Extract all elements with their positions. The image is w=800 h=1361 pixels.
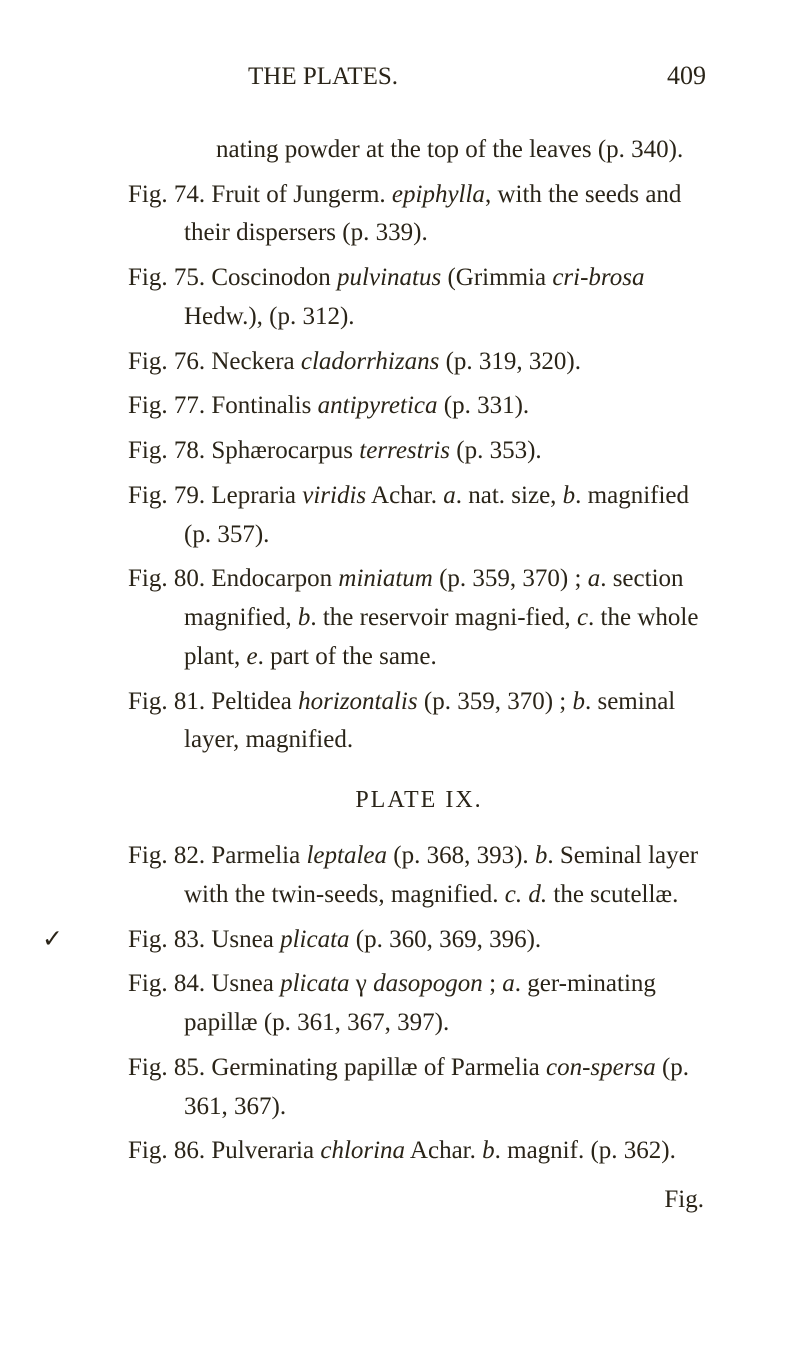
entry-fig-86: Fig. 86. Pulveraria chlorina Achar. b. m… [128,1132,710,1171]
page: THE PLATES. 409 nating powder at the top… [0,0,800,1361]
running-header: THE PLATES. 409 [128,56,710,97]
entry-continuation: nating powder at the top of the leaves (… [128,131,710,170]
plate-heading: PLATE IX. [128,782,710,819]
page-number: 409 [667,56,706,96]
entry-fig-78: Fig. 78. Sphærocarpus terrestris (p. 353… [128,432,710,471]
entry-fig-75: Fig. 75. Coscinodon pulvinatus (Grimmia … [128,259,710,337]
entry-fig-83: ✓Fig. 83. Usnea plicata (p. 360, 369, 39… [128,921,710,960]
margin-tick-icon: ✓ [98,921,112,960]
entry-fig-74: Fig. 74. Fruit of Jungerm. epiphylla, wi… [128,176,710,254]
entry-fig-77: Fig. 77. Fontinalis antipyretica (p. 331… [128,387,710,426]
entry-fig-81: Fig. 81. Peltidea horizontalis (p. 359, … [128,683,710,761]
catchword-fig: Fig. [128,1181,710,1220]
entry-fig-85: Fig. 85. Germinating papillæ of Parmelia… [128,1049,710,1127]
header-title: THE PLATES. [248,58,398,97]
entry-fig-80: Fig. 80. Endocarpon miniatum (p. 359, 37… [128,560,710,676]
entry-fig-83-text: Fig. 83. Usnea plicata (p. 360, 369, 396… [128,926,541,953]
entry-fig-82: Fig. 82. Parmelia leptalea (p. 368, 393)… [128,837,710,915]
entry-fig-76: Fig. 76. Neckera cladorrhizans (p. 319, … [128,343,710,382]
entry-fig-84: Fig. 84. Usnea plicata γ dasopogon ; a. … [128,965,710,1043]
entry-fig-79: Fig. 79. Lepraria viridis Achar. a. nat.… [128,477,710,555]
